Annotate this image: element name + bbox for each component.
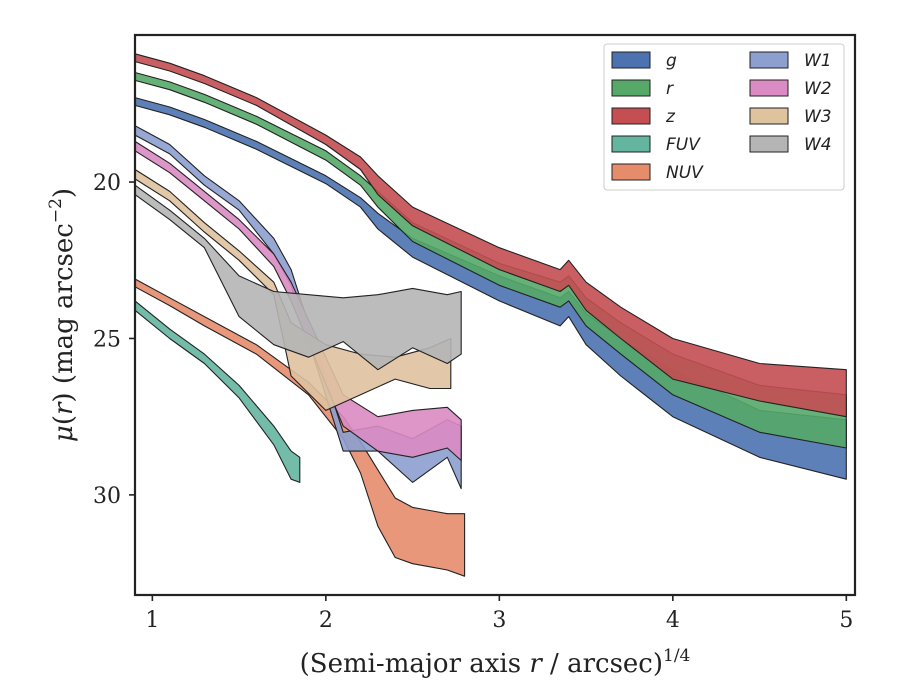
- series-band-w3: [134, 168, 452, 411]
- legend-label: g: [666, 51, 677, 71]
- y-tick-label: 20: [93, 171, 121, 196]
- legend-item-g: g: [611, 51, 677, 71]
- legend-swatch: [611, 51, 651, 69]
- x-axis-label-var: r: [529, 649, 543, 679]
- y-axis-label-mu: μ: [49, 425, 79, 442]
- series-band-z: [134, 53, 847, 418]
- legend-swatch: [611, 163, 651, 181]
- legend-label: W3: [804, 107, 832, 127]
- series-band-w4: [134, 184, 462, 371]
- y-axis-label-sup: −2: [46, 198, 66, 223]
- x-axis-label: (Semi-major axis r / arcsec)1/4: [300, 646, 691, 679]
- y-axis-label-close: ) (mag arcsec: [49, 223, 79, 402]
- series-layer: [134, 53, 847, 577]
- legend-label: NUV: [666, 163, 704, 183]
- legend-item-r: r: [611, 79, 674, 99]
- ticks-layer: 1 2 3 4 5 20 25 30: [93, 171, 853, 633]
- legend-label: r: [666, 79, 674, 99]
- legend-label: W2: [804, 79, 832, 99]
- legend-swatch: [611, 135, 651, 153]
- y-axis-label-open: (: [49, 415, 79, 425]
- series-band-fuv: [134, 300, 301, 483]
- legend-label: FUV: [666, 135, 701, 155]
- legend-swatch: [749, 135, 789, 153]
- legend-item-nuv: NUV: [611, 163, 704, 183]
- plot-frame: [133, 33, 857, 597]
- x-tick-label: 2: [319, 608, 333, 633]
- x-tick-label: 3: [492, 608, 506, 633]
- x-tick-label: 4: [666, 608, 680, 633]
- y-tick-label: 30: [93, 484, 121, 509]
- legend-swatch: [611, 79, 651, 97]
- legend-label: W1: [804, 51, 832, 71]
- legend-swatch: [749, 51, 789, 69]
- legend-item-w2: W2: [749, 79, 832, 99]
- legend: grz FUV NUV W1 W2 W3 W4: [603, 43, 845, 191]
- legend-item-w4: W4: [749, 135, 832, 155]
- legend-label: W4: [804, 135, 832, 155]
- x-tick-label: 5: [839, 608, 853, 633]
- legend-swatch: [611, 107, 651, 125]
- x-axis-label-main: (Semi-major axis: [300, 649, 530, 679]
- legend-swatch: [749, 79, 789, 97]
- y-axis-label-end: ): [49, 188, 79, 198]
- legend-item-w1: W1: [749, 51, 832, 71]
- legend-swatch: [749, 107, 789, 125]
- legend-item-fuv: FUV: [611, 135, 701, 155]
- y-axis-label-var: r: [49, 401, 79, 415]
- legend-label: z: [665, 107, 676, 127]
- y-tick-label: 25: [93, 327, 121, 352]
- y-axis-label: μ(r) (mag arcsec−2): [46, 188, 79, 442]
- legend-item-z: z: [611, 107, 676, 127]
- x-axis-label-sup: 1/4: [663, 646, 690, 666]
- x-axis-label-tail: / arcsec): [542, 649, 663, 679]
- legend-item-w3: W3: [749, 107, 832, 127]
- x-tick-label: 1: [145, 608, 159, 633]
